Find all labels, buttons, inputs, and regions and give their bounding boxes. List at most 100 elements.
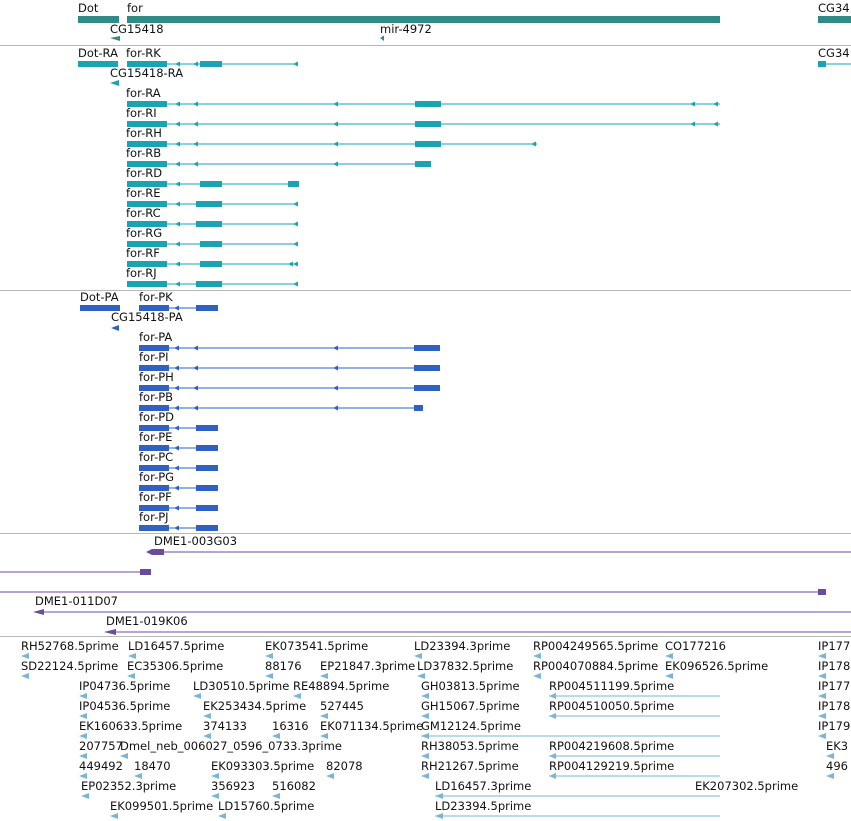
transcript-cg15418-ra[interactable]: CG15418-RA [110,66,183,86]
est-item[interactable]: GH03813.5prime [421,679,520,699]
est-item[interactable]: LD30510.5prime [193,679,289,699]
est-item[interactable]: EK071134.5prime [320,719,423,739]
est-item[interactable]: IP178 [818,659,850,679]
protein-dot-pa[interactable]: Dot-PA [80,290,120,311]
est-item[interactable]: IP177 [818,639,850,659]
est-label: LD16457.5prime [128,639,224,653]
est-item[interactable]: RP004070884.5prime [533,659,658,679]
transcript-label: for-RB [126,146,161,160]
est-item[interactable]: EC35306.5prime [127,659,223,679]
est-item[interactable]: EK099501.5prime [110,799,213,819]
est-item[interactable]: 16316 [272,719,309,739]
est-item[interactable]: LD16457.5prime [128,639,224,659]
gene-dot[interactable]: Dot [78,1,119,23]
protein-for-pa[interactable]: for-PA [139,330,440,351]
transcript-for-rk[interactable]: for-RK [126,46,298,67]
est-item[interactable]: 516082 [272,779,316,799]
est-item[interactable]: 527445 [320,699,364,719]
protein-label: for-PC [139,450,173,464]
protein-label: for-PH [139,370,174,384]
clone-unnamed-1[interactable] [0,569,151,575]
transcript-for-rb[interactable]: for-RB [126,146,431,167]
protein-for-pg[interactable]: for-PG [139,470,218,491]
transcript-for-rj[interactable]: for-RJ [126,266,298,287]
transcript-for-rg[interactable]: for-RG [126,226,298,247]
gene-for[interactable]: for [127,1,720,23]
gene-cg15418[interactable]: CG15418 [110,22,164,41]
protein-for-ph[interactable]: for-PH [139,370,440,391]
transcript-for-ri[interactable]: for-RI [126,106,720,127]
est-item[interactable]: 449492 [79,759,123,779]
est-item[interactable]: RP004249565.5prime [533,639,658,659]
clone-dme1-003g03[interactable]: DME1-003G03 [146,534,851,555]
est-item[interactable]: LD15760.5prime [218,799,314,819]
protein-cg15418-pa[interactable]: CG15418-PA [111,310,183,331]
est-label: LD16457.3prime [435,779,531,793]
est-item[interactable]: LD23394.3prime [414,639,510,659]
clone-dme1-011d07[interactable]: DME1-011D07 [33,594,851,615]
protein-for-pb[interactable]: for-PB [139,390,423,411]
transcript-for-rd[interactable]: for-RD [126,166,299,187]
est-item[interactable]: IP04536.5prime [79,699,170,719]
est-item[interactable]: RH38053.5prime [421,739,519,759]
est-item[interactable]: IP177 [818,679,850,699]
est-item[interactable]: LD37832.5prime [417,659,513,679]
gene-track: Dot for CG34 CG15418 mir-4972 [78,1,851,41]
est-item[interactable]: EK096526.5prime [665,659,768,679]
transcript-for-rc[interactable]: for-RC [126,206,298,227]
protein-label: for-PD [139,410,174,424]
est-item[interactable]: EK253434.5prime [203,699,306,719]
est-item[interactable]: EP21847.3prime [320,659,415,679]
est-label: EK099501.5prime [110,799,213,813]
gene-mir-4972[interactable]: mir-4972 [380,22,432,41]
est-item[interactable]: EK207302.5prime [695,779,798,793]
est-item[interactable]: SD22124.5prime [21,659,118,679]
transcript-label: for-RE [126,186,160,200]
est-item[interactable]: RP004219608.5prime [549,739,720,759]
est-item[interactable]: RE48894.5prime [293,679,389,699]
transcript-dot-ra[interactable]: Dot-RA [78,46,118,67]
est-item[interactable]: 496 [826,759,848,779]
est-item[interactable]: LD16457.3prime [435,779,720,799]
est-label: IP177 [818,679,850,693]
est-item[interactable]: IP178 [818,699,850,719]
est-item[interactable]: 18470 [134,759,171,779]
protein-label: for-PA [139,330,172,344]
est-item[interactable]: EK160633.5prime [79,719,182,739]
est-item[interactable]: 88176 [265,659,302,679]
est-item[interactable]: IP04736.5prime [79,679,170,699]
clone-dme1-019k06[interactable]: DME1-019K06 [104,614,851,635]
transcript-for-re[interactable]: for-RE [126,186,298,207]
transcript-for-rf[interactable]: for-RF [126,246,298,267]
clone-unnamed-2[interactable] [0,589,826,595]
est-item[interactable]: RH52768.5prime [21,639,119,659]
est-item[interactable]: RP004511199.5prime [549,679,720,699]
est-item[interactable]: EP02352.3prime [81,779,176,799]
transcript-cg34[interactable]: CG34 [818,46,851,67]
est-item[interactable]: RP004129219.5prime [549,759,720,779]
est-item[interactable]: LD23394.5prime [435,799,720,819]
est-item[interactable]: 374133 [203,719,247,739]
transcript-label: for-RJ [126,266,157,280]
est-item[interactable]: EK093303.5prime [211,759,314,779]
est-item[interactable]: 82078 [326,759,363,779]
est-item[interactable]: 356923 [211,779,255,799]
est-item[interactable]: CO177216 [665,639,726,659]
est-item[interactable]: RP004510050.5prime [549,699,720,719]
est-label: RH38053.5prime [421,739,519,753]
est-item[interactable]: GH15067.5prime [421,699,520,719]
est-item[interactable]: 207757 [79,739,123,759]
transcript-label: for-RH [126,126,162,140]
transcript-for-ra[interactable]: for-RA [126,86,720,107]
est-item[interactable]: GM12124.5prime [421,719,720,739]
gene-label: CG15418 [110,22,164,36]
est-item[interactable]: RH21267.5prime [421,759,519,779]
protein-for-pi[interactable]: for-PI [139,350,440,371]
transcript-for-rh[interactable]: for-RH [126,126,537,147]
est-item[interactable]: EK3 [826,739,848,759]
est-item[interactable]: IP179 [818,719,850,739]
gene-cg34[interactable]: CG34 [818,1,851,23]
est-item[interactable]: EK073541.5prime [265,639,368,659]
est-item[interactable]: Dmel_neb_006027_0596_0733.3prime [120,739,342,759]
track-dividers [0,45,851,637]
